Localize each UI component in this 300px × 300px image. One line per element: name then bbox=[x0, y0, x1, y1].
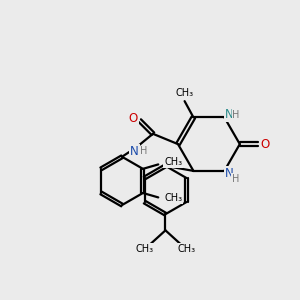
Text: CH₃: CH₃ bbox=[164, 193, 182, 203]
Text: H: H bbox=[232, 110, 240, 120]
Text: CH₃: CH₃ bbox=[178, 244, 196, 254]
Text: N: N bbox=[225, 167, 234, 180]
Text: O: O bbox=[260, 138, 269, 151]
Text: CH₃: CH₃ bbox=[135, 244, 153, 254]
Text: N: N bbox=[130, 145, 139, 158]
Text: N: N bbox=[225, 109, 234, 122]
Text: CH₃: CH₃ bbox=[164, 158, 182, 167]
Text: H: H bbox=[232, 174, 239, 184]
Text: O: O bbox=[129, 112, 138, 125]
Text: H: H bbox=[140, 146, 147, 157]
Text: CH₃: CH₃ bbox=[176, 88, 194, 98]
